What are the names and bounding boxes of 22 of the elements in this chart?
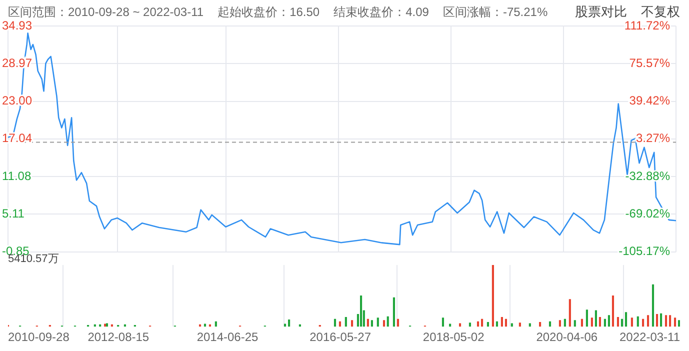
x-tick-label: 2018-05-02 [422,330,485,344]
x-tick-label: 2022-03-11 [620,330,680,344]
y-tick-label: 11.08 [2,168,32,183]
y-tick-label: 5.11 [2,206,25,220]
text: 区间范围：2010-09-28 ~ 2022-03-11 [8,4,204,20]
y2-tick-label: 111.72% [624,18,670,32]
y-tick-label: 17.04 [2,131,32,146]
text: 起始收盘价：16.50 [218,4,320,20]
x-tick-label: 2014-06-25 [196,330,259,344]
text: 股票对比 [575,3,627,21]
x-tick-label: 2010-09-28 [8,330,70,344]
x-tick-label: 2016-05-27 [310,330,372,344]
x-tick-label: 2020-04-06 [536,330,598,344]
x-tick-label: 2012-08-15 [88,330,150,344]
text: 区间涨幅：-75.21% [442,4,548,20]
text: 结束收盘价：4.09 [334,4,429,20]
y-tick-label: 34.93 [2,18,32,32]
y2-tick-label: 39.42% [629,94,670,108]
y2-tick-label: 75.57% [629,56,670,70]
text: 不复权 [641,3,680,21]
y2-tick-label: -105.17% [618,244,670,258]
y2-tick-label: 3.27% [636,131,670,146]
